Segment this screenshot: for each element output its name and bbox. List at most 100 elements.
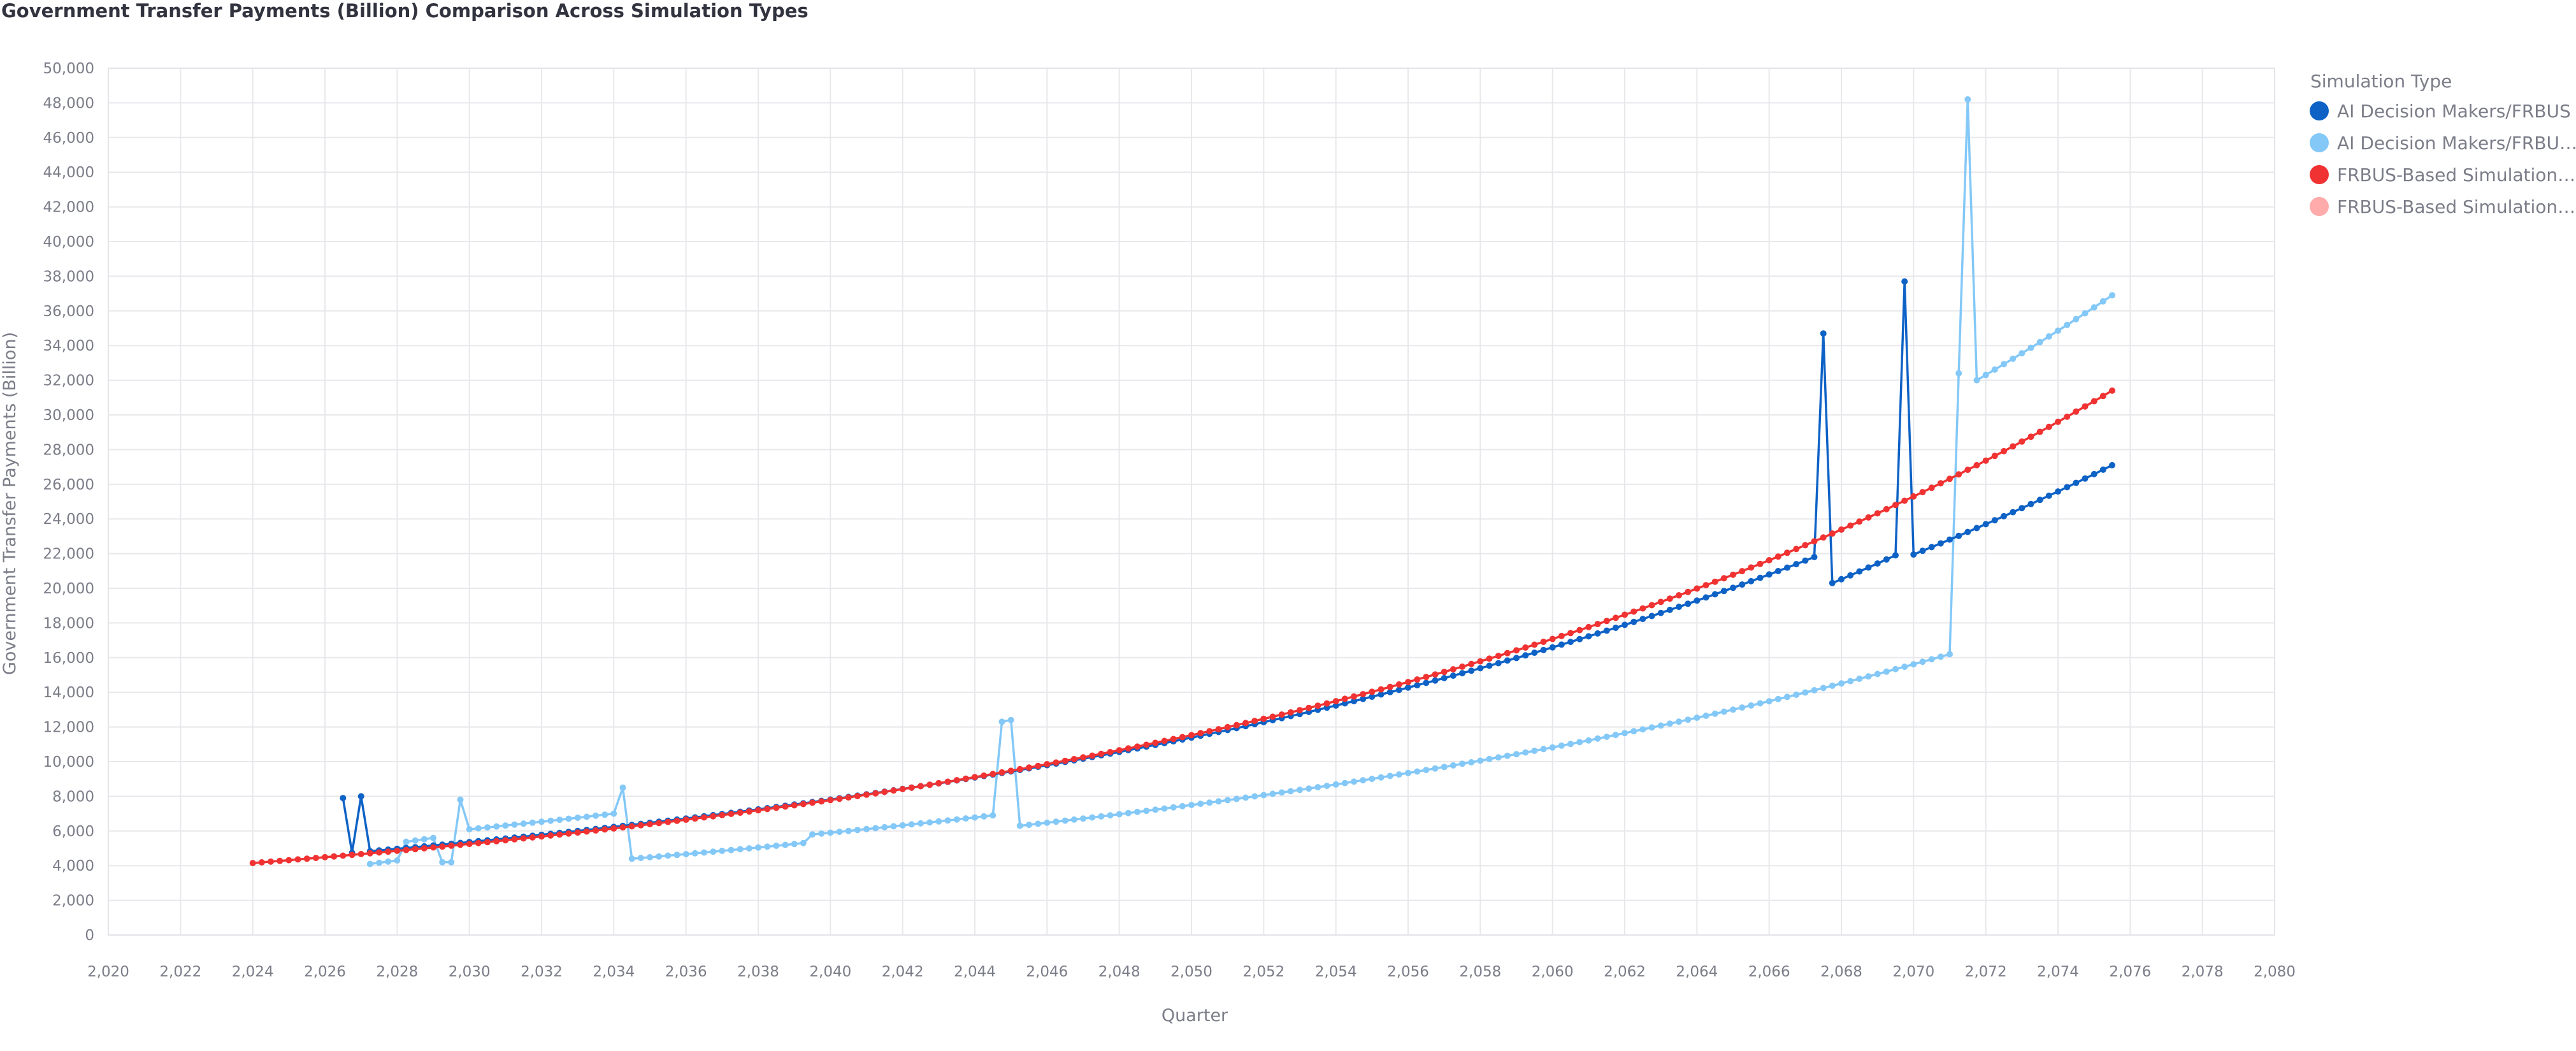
data-point xyxy=(1910,661,1917,668)
data-point xyxy=(1314,702,1321,709)
data-point xyxy=(1847,522,1854,529)
data-point xyxy=(926,819,933,826)
data-point xyxy=(1432,671,1439,678)
data-point xyxy=(619,784,626,791)
data-point xyxy=(818,830,825,837)
legend-label[interactable]: AI Decision Makers/FRBUS xyxy=(2337,101,2571,122)
data-point xyxy=(1531,649,1538,656)
data-point xyxy=(529,819,536,826)
data-point xyxy=(1802,689,1809,696)
data-point xyxy=(1811,554,1818,560)
data-point xyxy=(1766,571,1773,578)
y-tick-label: 40,000 xyxy=(43,234,94,250)
data-point xyxy=(574,829,581,836)
data-point xyxy=(1323,700,1330,707)
data-point xyxy=(312,855,319,862)
data-point xyxy=(1585,737,1592,744)
data-point xyxy=(2099,466,2106,473)
data-point xyxy=(1332,702,1339,709)
data-point xyxy=(1070,756,1077,762)
data-point xyxy=(1838,526,1845,533)
x-tick-label: 2,046 xyxy=(1026,964,1068,980)
data-point xyxy=(890,823,897,830)
legend-label[interactable]: AI Decision Makers/FRBU… xyxy=(2337,133,2576,154)
data-point xyxy=(908,821,915,828)
data-point xyxy=(1531,748,1538,754)
data-point xyxy=(1233,721,1240,728)
data-point xyxy=(2001,512,2007,519)
legend-label[interactable]: FRBUS-Based Simulation… xyxy=(2337,164,2575,185)
data-point xyxy=(583,828,590,835)
legend-marker[interactable] xyxy=(2310,197,2329,216)
data-point xyxy=(1603,627,1610,634)
data-point xyxy=(366,860,373,867)
legend-marker[interactable] xyxy=(2310,101,2329,120)
data-point xyxy=(1278,789,1285,796)
data-point xyxy=(277,857,284,864)
data-point xyxy=(1450,666,1457,673)
data-point xyxy=(1116,811,1123,818)
data-point xyxy=(1666,606,1673,613)
data-point xyxy=(1784,564,1790,571)
data-point xyxy=(484,839,491,846)
data-point xyxy=(1919,658,1926,665)
data-point xyxy=(1495,754,1502,761)
data-point xyxy=(1603,618,1610,625)
data-point xyxy=(1360,691,1367,698)
data-point xyxy=(827,829,834,836)
legend-label[interactable]: FRBUS-Based Simulation… xyxy=(2337,196,2575,217)
data-point xyxy=(439,859,446,866)
legend-marker[interactable] xyxy=(2310,165,2329,184)
data-point xyxy=(1522,644,1529,651)
data-point xyxy=(1774,568,1781,574)
data-point xyxy=(800,839,807,846)
data-point xyxy=(2064,484,2071,491)
data-point xyxy=(1242,794,1249,801)
data-point xyxy=(972,814,978,821)
x-tick-label: 2,052 xyxy=(1242,964,1284,980)
data-point xyxy=(1306,704,1313,711)
data-point xyxy=(538,833,545,840)
data-point xyxy=(1341,695,1348,702)
data-point xyxy=(881,788,888,795)
data-point xyxy=(1630,728,1637,735)
data-point xyxy=(1622,611,1628,618)
data-point xyxy=(1053,759,1060,766)
data-point xyxy=(1720,588,1727,595)
x-tick-label: 2,034 xyxy=(593,964,635,980)
data-point xyxy=(2010,509,2017,516)
data-point xyxy=(1892,552,1899,559)
x-tick-label: 2,070 xyxy=(1892,964,1934,980)
data-point xyxy=(656,853,663,860)
data-point xyxy=(1648,602,1655,609)
data-point xyxy=(1892,665,1899,672)
data-point xyxy=(2036,428,2043,435)
y-tick-label: 32,000 xyxy=(43,373,94,389)
data-point xyxy=(1486,755,1493,762)
y-tick-label: 20,000 xyxy=(43,581,94,597)
data-point xyxy=(1820,685,1827,692)
data-point xyxy=(1874,560,1881,567)
data-point xyxy=(881,823,888,830)
data-point xyxy=(1089,752,1096,759)
data-point xyxy=(1260,715,1267,722)
x-tick-label: 2,050 xyxy=(1170,964,1212,980)
data-point xyxy=(1089,814,1096,821)
data-point xyxy=(682,851,689,858)
data-point xyxy=(1405,679,1411,686)
data-point xyxy=(2045,492,2052,499)
y-tick-label: 26,000 xyxy=(43,477,94,493)
x-tick-label: 2,032 xyxy=(521,964,563,980)
x-tick-label: 2,076 xyxy=(2109,964,2151,980)
data-point xyxy=(2001,361,2007,368)
x-tick-label: 2,020 xyxy=(87,964,129,980)
data-point xyxy=(1991,366,1998,373)
data-point xyxy=(628,823,635,830)
data-point xyxy=(1269,790,1276,797)
data-point xyxy=(502,822,509,829)
data-point xyxy=(1757,574,1764,581)
legend-marker[interactable] xyxy=(2310,133,2329,152)
data-point xyxy=(2073,479,2080,486)
data-point xyxy=(1702,582,1709,589)
data-point xyxy=(2055,488,2061,495)
